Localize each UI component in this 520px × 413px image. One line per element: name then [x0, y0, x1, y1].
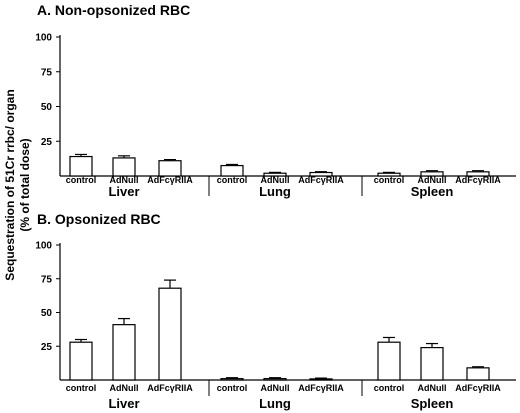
y-tick-label: 25	[41, 342, 53, 353]
group-label: Liver	[108, 396, 139, 411]
panel-title: B. Opsonized RBC	[37, 211, 161, 227]
bar	[112, 324, 136, 381]
bar	[377, 341, 401, 381]
category-label: AdNull	[418, 383, 447, 393]
category-label: AdNull	[110, 383, 139, 393]
category-label: AdFcγRIIA	[147, 175, 193, 185]
bar	[466, 367, 490, 381]
bar	[263, 378, 287, 381]
category-label: control	[66, 175, 97, 185]
y-tick-label: 50	[41, 308, 53, 319]
group-label: Spleen	[411, 184, 454, 199]
y-tick-label: 75	[41, 67, 53, 78]
category-label: AdNull	[261, 175, 290, 185]
panel-a: A. Non-opsonized RBC 25 50 75 100 control AdNu…	[35, 2, 516, 199]
category-label: AdFcγRIIA	[455, 175, 501, 185]
bar	[220, 378, 244, 381]
category-label: control	[374, 175, 405, 185]
bar	[158, 160, 182, 177]
category-label: AdFcγRIIA	[298, 175, 344, 185]
bar	[420, 347, 444, 381]
y-axis-label-line2: (% of total dose)	[18, 138, 32, 231]
category-label: AdNull	[110, 175, 139, 185]
y-tick-label: 100	[35, 241, 52, 252]
panel-b: B. Opsonized RBC 25 50 75 100 control AdNull Ad…	[35, 211, 516, 411]
y-tick-label: 25	[41, 137, 53, 148]
group-label: Liver	[108, 184, 139, 199]
category-label: AdFcγRIIA	[147, 383, 193, 393]
y-tick-label: 50	[41, 102, 53, 113]
category-label: control	[66, 383, 97, 393]
category-label: control	[374, 383, 405, 393]
bar	[309, 378, 333, 381]
category-label: control	[217, 175, 248, 185]
y-tick-label: 75	[41, 274, 53, 285]
category-label: AdFcγRIIA	[455, 383, 501, 393]
y-axis-label-line1: Sequestration of 51Cr rrbc/ organ	[3, 89, 17, 280]
group-label: Lung	[259, 184, 291, 199]
y-tick-label: 100	[35, 33, 52, 44]
panel-title: A. Non-opsonized RBC	[37, 2, 190, 18]
bar	[69, 341, 93, 381]
bar	[158, 287, 182, 381]
bar	[69, 155, 93, 177]
category-label: AdFcγRIIA	[298, 383, 344, 393]
category-label: control	[217, 383, 248, 393]
bar	[112, 157, 136, 177]
category-label: AdNull	[261, 383, 290, 393]
category-label: AdNull	[418, 175, 447, 185]
group-label: Lung	[259, 396, 291, 411]
group-label: Spleen	[411, 396, 454, 411]
